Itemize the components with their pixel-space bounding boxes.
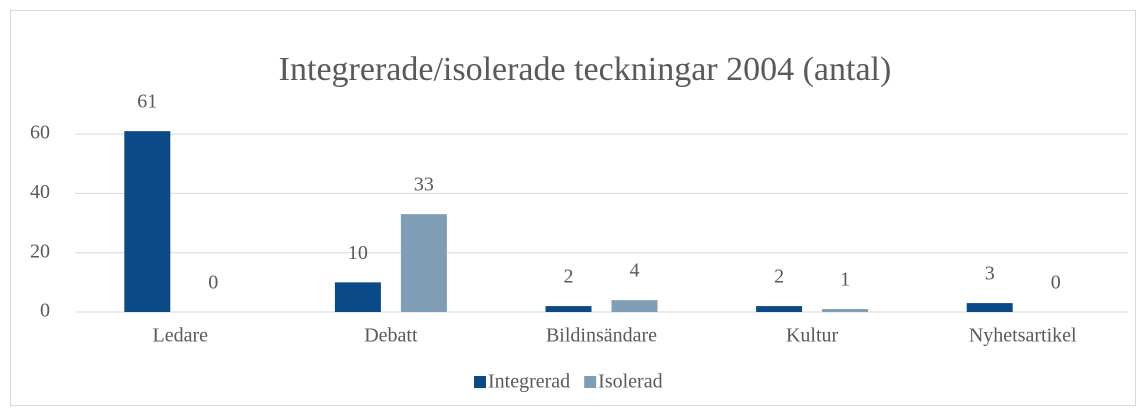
chart-title: Integrerade/isolerade teckningar 2004 (a… <box>279 51 892 88</box>
x-tick-label: Ledare <box>153 325 209 347</box>
data-label: 61 <box>137 91 157 113</box>
bar <box>124 131 171 312</box>
y-tick-label: 60 <box>30 122 50 144</box>
data-label: 10 <box>348 242 368 264</box>
x-tick-label: Kultur <box>786 325 839 347</box>
chart-border <box>10 10 1136 406</box>
x-tick-label: Bildinsändare <box>546 325 657 347</box>
legend-label: Isolerad <box>598 371 662 393</box>
bar <box>545 306 592 312</box>
data-label: 0 <box>208 272 218 294</box>
legend-swatch <box>474 376 486 388</box>
data-label: 2 <box>774 266 784 288</box>
y-tick-label: 0 <box>40 300 50 322</box>
data-label: 2 <box>564 266 574 288</box>
data-label: 1 <box>840 269 850 291</box>
data-label: 0 <box>1051 272 1061 294</box>
data-label: 33 <box>414 174 434 196</box>
bar <box>966 303 1013 312</box>
bar <box>756 306 803 312</box>
bar <box>400 214 447 312</box>
bar <box>334 282 381 312</box>
y-tick-label: 40 <box>30 181 50 203</box>
legend-label: Integrerad <box>488 371 570 393</box>
legend-swatch <box>584 376 597 388</box>
data-label: 4 <box>630 260 640 282</box>
x-tick-label: Debatt <box>364 325 418 347</box>
data-label: 3 <box>985 263 995 285</box>
bar <box>822 309 869 312</box>
y-tick-label: 20 <box>30 240 50 262</box>
x-tick-label: Nyhetsartikel <box>969 325 1077 347</box>
bar <box>611 300 658 312</box>
